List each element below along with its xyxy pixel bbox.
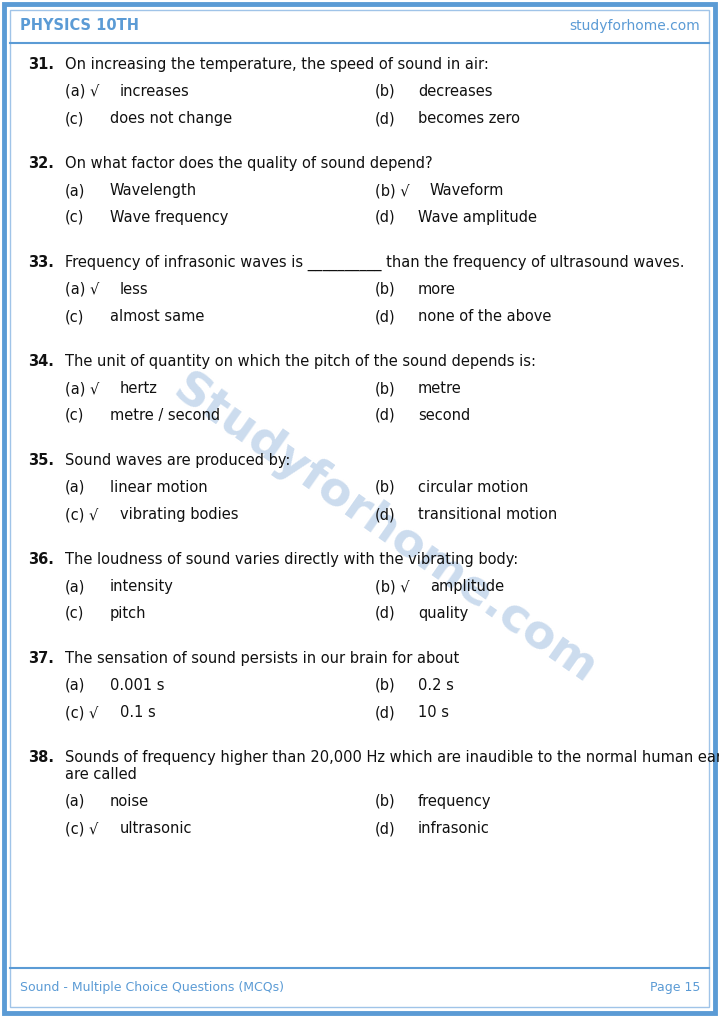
- Text: (c): (c): [65, 309, 84, 324]
- Text: frequency: frequency: [418, 794, 492, 809]
- Text: none of the above: none of the above: [418, 309, 551, 324]
- Text: (a): (a): [65, 480, 86, 495]
- Text: (c): (c): [65, 111, 84, 126]
- Text: does not change: does not change: [110, 111, 232, 126]
- Text: Sounds of frequency higher than 20,000 Hz which are inaudible to the normal huma: Sounds of frequency higher than 20,000 H…: [65, 750, 719, 765]
- Text: amplitude: amplitude: [430, 579, 504, 594]
- Text: increases: increases: [120, 84, 190, 99]
- Text: second: second: [418, 408, 470, 423]
- Text: (d): (d): [375, 210, 395, 225]
- Text: becomes zero: becomes zero: [418, 111, 520, 126]
- Text: Waveform: Waveform: [430, 183, 504, 198]
- Text: (d): (d): [375, 309, 395, 324]
- Text: almost same: almost same: [110, 309, 204, 324]
- Text: 31.: 31.: [28, 57, 54, 72]
- Text: decreases: decreases: [418, 84, 493, 99]
- Text: (a): (a): [65, 794, 86, 809]
- Text: hertz: hertz: [120, 381, 158, 396]
- Text: 0.2 s: 0.2 s: [418, 678, 454, 693]
- Text: Page 15: Page 15: [650, 981, 700, 995]
- Text: (b): (b): [375, 282, 395, 297]
- Text: (d): (d): [375, 606, 395, 621]
- Text: studyforhome.com: studyforhome.com: [569, 19, 700, 33]
- Text: (d): (d): [375, 408, 395, 423]
- Text: 36.: 36.: [28, 552, 54, 567]
- Text: 35.: 35.: [28, 453, 54, 468]
- Text: (c): (c): [65, 408, 84, 423]
- Text: 32.: 32.: [28, 156, 54, 171]
- Text: Frequency of infrasonic waves is __________ than the frequency of ultrasound wav: Frequency of infrasonic waves is _______…: [65, 255, 684, 272]
- Text: Studyforhome.com: Studyforhome.com: [165, 366, 605, 694]
- Text: (c): (c): [65, 210, 84, 225]
- Text: (a) √: (a) √: [65, 84, 99, 99]
- Text: (b) √: (b) √: [375, 579, 410, 594]
- Text: (d): (d): [375, 821, 395, 836]
- Text: intensity: intensity: [110, 579, 174, 594]
- Text: 0.001 s: 0.001 s: [110, 678, 165, 693]
- Text: Wave amplitude: Wave amplitude: [418, 210, 537, 225]
- Text: (c): (c): [65, 606, 84, 621]
- Text: The sensation of sound persists in our brain for about: The sensation of sound persists in our b…: [65, 651, 459, 666]
- Text: (c) √: (c) √: [65, 821, 99, 836]
- Text: (c) √: (c) √: [65, 507, 99, 522]
- Text: The unit of quantity on which the pitch of the sound depends is:: The unit of quantity on which the pitch …: [65, 354, 536, 369]
- Text: are called: are called: [65, 767, 137, 782]
- Text: infrasonic: infrasonic: [418, 821, 490, 836]
- Text: pitch: pitch: [110, 606, 147, 621]
- Text: linear motion: linear motion: [110, 480, 208, 495]
- Text: (d): (d): [375, 507, 395, 522]
- Text: 10 s: 10 s: [418, 705, 449, 720]
- Text: (b): (b): [375, 678, 395, 693]
- Text: Sound waves are produced by:: Sound waves are produced by:: [65, 453, 290, 468]
- Text: (a) √: (a) √: [65, 282, 99, 297]
- FancyBboxPatch shape: [4, 4, 715, 1013]
- Text: quality: quality: [418, 606, 468, 621]
- Text: 33.: 33.: [28, 255, 54, 270]
- Text: 34.: 34.: [28, 354, 54, 369]
- Text: Wave frequency: Wave frequency: [110, 210, 229, 225]
- Text: (b): (b): [375, 381, 395, 396]
- Text: ultrasonic: ultrasonic: [120, 821, 193, 836]
- Text: (a): (a): [65, 678, 86, 693]
- Text: (d): (d): [375, 111, 395, 126]
- Text: vibrating bodies: vibrating bodies: [120, 507, 239, 522]
- Text: The loudness of sound varies directly with the vibrating body:: The loudness of sound varies directly wi…: [65, 552, 518, 567]
- Text: 38.: 38.: [28, 750, 54, 765]
- Text: (b): (b): [375, 480, 395, 495]
- Text: more: more: [418, 282, 456, 297]
- Text: (d): (d): [375, 705, 395, 720]
- Text: (b): (b): [375, 84, 395, 99]
- Text: On increasing the temperature, the speed of sound in air:: On increasing the temperature, the speed…: [65, 57, 489, 72]
- Text: (c) √: (c) √: [65, 705, 99, 720]
- Text: noise: noise: [110, 794, 149, 809]
- Text: On what factor does the quality of sound depend?: On what factor does the quality of sound…: [65, 156, 433, 171]
- Text: metre: metre: [418, 381, 462, 396]
- Text: (a): (a): [65, 579, 86, 594]
- Text: metre / second: metre / second: [110, 408, 220, 423]
- Text: less: less: [120, 282, 149, 297]
- Text: (b): (b): [375, 794, 395, 809]
- Text: circular motion: circular motion: [418, 480, 528, 495]
- Text: Sound - Multiple Choice Questions (MCQs): Sound - Multiple Choice Questions (MCQs): [20, 981, 284, 995]
- Text: PHYSICS 10TH: PHYSICS 10TH: [20, 18, 139, 34]
- Text: (a): (a): [65, 183, 86, 198]
- Text: 37.: 37.: [28, 651, 54, 666]
- Text: (a) √: (a) √: [65, 381, 99, 396]
- Text: transitional motion: transitional motion: [418, 507, 557, 522]
- Text: Wavelength: Wavelength: [110, 183, 197, 198]
- Text: 0.1 s: 0.1 s: [120, 705, 156, 720]
- Text: (b) √: (b) √: [375, 183, 410, 198]
